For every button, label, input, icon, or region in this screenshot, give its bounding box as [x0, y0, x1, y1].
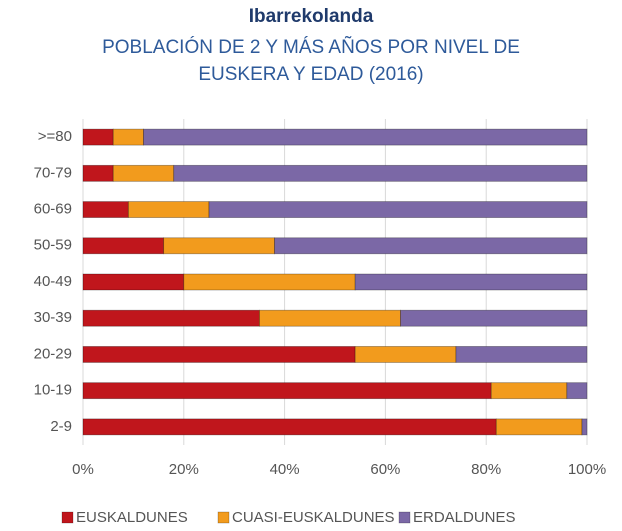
y-tick-label: 60-69 — [34, 201, 72, 218]
bar-segment — [82, 382, 492, 400]
chart-subtitle: POBLACIÓN DE 2 Y MÁS AÑOS POR NIVEL DE E… — [102, 37, 520, 85]
bar-segment — [112, 164, 175, 182]
bar-segment — [400, 309, 588, 327]
x-tick-label: 40% — [270, 461, 300, 478]
legend-label: ERDALDUNES — [413, 509, 516, 526]
y-tick-label: 2-9 — [50, 418, 72, 435]
bar-segment — [82, 418, 497, 436]
bar-segment — [581, 418, 588, 436]
y-tick-label: 70-79 — [34, 164, 72, 181]
y-tick-label: 10-19 — [34, 382, 72, 399]
x-tick-label: 60% — [370, 461, 400, 478]
legend-swatch — [398, 511, 411, 524]
bar-segment — [163, 237, 275, 255]
bar-segment — [566, 382, 588, 400]
bar-segment — [143, 128, 588, 146]
bar-segment — [354, 273, 588, 291]
bar-segment — [82, 237, 165, 255]
bar-segment — [82, 346, 356, 363]
bar-segment — [183, 273, 356, 291]
y-tick-label: 30-39 — [34, 309, 72, 326]
bar-segment — [82, 128, 114, 146]
legend-label: CUASI-EUSKALDUNES — [232, 509, 395, 526]
bar-segment — [455, 346, 588, 363]
bar-segment — [82, 164, 114, 182]
bar-segment — [258, 309, 401, 327]
x-tick-label: 0% — [72, 461, 94, 478]
x-tick-label: 20% — [169, 461, 199, 478]
bar-segment — [490, 382, 568, 400]
legend-label: EUSKALDUNES — [76, 509, 188, 526]
y-tick-label: 50-59 — [34, 237, 72, 254]
bar-segment — [127, 201, 210, 218]
bar-segment — [82, 201, 129, 218]
bar-segment — [274, 237, 588, 255]
y-tick-label: 40-49 — [34, 273, 72, 290]
y-tick-label: >=80 — [38, 128, 72, 145]
x-tick-label: 80% — [471, 461, 501, 478]
bar-segment — [208, 201, 588, 218]
bar-segment — [82, 309, 260, 327]
bar-segment — [82, 273, 185, 291]
bar-segment — [495, 418, 583, 436]
y-tick-label: 20-29 — [34, 345, 72, 362]
bar-segment — [354, 346, 457, 363]
bar-segment — [112, 128, 144, 146]
x-tick-label: 100% — [568, 461, 606, 478]
legend-swatch — [217, 511, 230, 524]
chart-title: Ibarrekolanda — [248, 6, 374, 27]
bar-segment — [173, 164, 588, 182]
legend-swatch — [61, 511, 74, 524]
